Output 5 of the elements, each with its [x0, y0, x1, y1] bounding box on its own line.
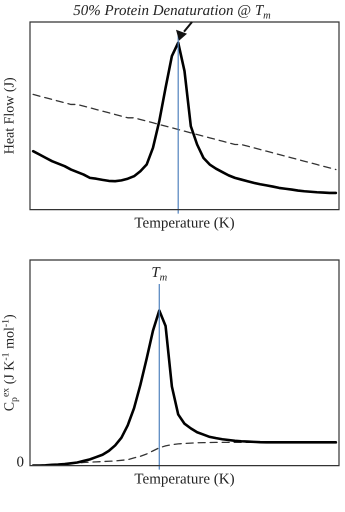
x-axis-title: Temperature (K)	[134, 472, 235, 488]
y-axis-title: Cpex (J K-1 mol-1)	[0, 314, 20, 412]
x-axis-title: Temperature (K)	[134, 216, 235, 232]
y-axis-title: Heat Flow (J)	[2, 76, 18, 154]
text: 0	[16, 454, 24, 471]
